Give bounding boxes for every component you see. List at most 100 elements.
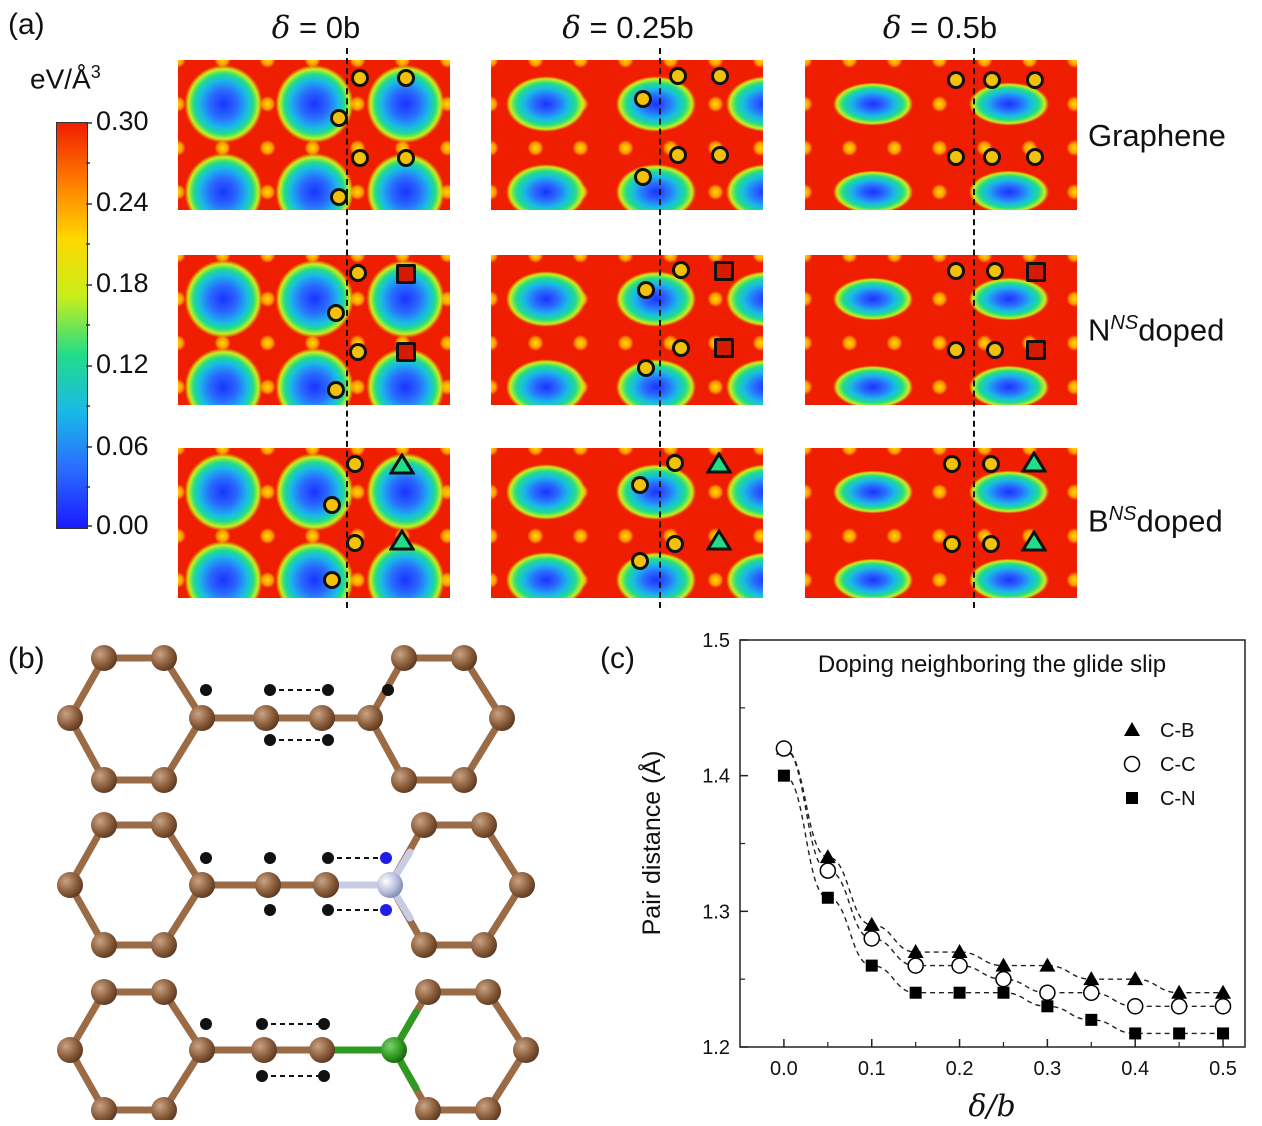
data-point-c-c [1126, 998, 1144, 1015]
chart-title: Doping neighboring the glide slip [818, 651, 1166, 678]
carbon-marker [943, 455, 961, 473]
boron-marker [706, 529, 732, 551]
y-axis-label: Pair distance (Å) [636, 751, 666, 936]
carbon-marker [637, 281, 655, 299]
data-point-c-n [777, 769, 790, 782]
boron-marker [1021, 530, 1047, 552]
colorbar-unit: eV/Å3 [30, 62, 101, 95]
carbon-marker [943, 535, 961, 553]
data-point-c-c [775, 740, 793, 757]
nitrogen-marker [714, 261, 734, 281]
carbon-marker [397, 149, 415, 167]
boron-marker [706, 452, 732, 474]
data-point-c-n [997, 986, 1010, 999]
colorbar-tick-000: 0.00 [96, 510, 149, 540]
column-title-delta-025: δ = 0.25b [562, 10, 694, 46]
carbon-marker [634, 90, 652, 108]
row-label-graphene: Graphene [1088, 118, 1226, 153]
x-axis-ticks: 0.0 0.1 0.2 0.3 0.4 0.5 [770, 1039, 1237, 1080]
boron-marker [389, 453, 415, 475]
y-tick-label: 1.2 [702, 1037, 730, 1059]
column-title-delta-0: δ = 0b [271, 10, 361, 46]
colorbar-gradient [56, 122, 88, 529]
carbon-marker [986, 341, 1004, 359]
legend-marker-c-b [1124, 722, 1140, 736]
data-point-c-b [1083, 971, 1100, 986]
carbon-marker [672, 339, 690, 357]
legend: C-B C-C C-N [1123, 720, 1196, 810]
carbon-marker [637, 359, 655, 377]
row-label-n-doped: NNSdoped [1088, 312, 1225, 348]
data-point-c-b [907, 944, 924, 959]
boron-marker [1021, 451, 1047, 473]
data-point-c-n [953, 986, 966, 999]
data-point-c-n [1041, 1000, 1054, 1013]
series-line-c-n [783, 774, 1224, 1035]
carbon-marker [983, 71, 1001, 89]
y-tick-label: 1.3 [702, 901, 730, 923]
data-point-c-n [1173, 1027, 1186, 1040]
carbon-marker [669, 67, 687, 85]
nitrogen-marker [396, 342, 416, 362]
carbon-marker [982, 535, 1000, 553]
data-point-c-b [819, 849, 836, 864]
density-map-b-doped-05b [805, 448, 1077, 598]
structure-graphene [57, 645, 515, 793]
carbon-marker [983, 148, 1001, 166]
colorbar-tick-024: 0.24 [96, 187, 149, 217]
carbon-marker [330, 109, 348, 127]
data-point-c-b [1215, 984, 1232, 999]
structure-n-doped [57, 812, 535, 958]
legend-label-c-b: C-B [1160, 720, 1194, 742]
data-point-c-b [951, 944, 968, 959]
colorbar-tick-006: 0.06 [96, 431, 149, 461]
panel-a-label: (a) [8, 8, 45, 41]
carbon-marker [947, 262, 965, 280]
carbon-marker [986, 262, 1004, 280]
colorbar-tick-018: 0.18 [96, 268, 149, 298]
carbon-marker [1026, 148, 1044, 166]
colorbar-tick-012: 0.12 [96, 349, 149, 379]
data-point-c-c [907, 957, 924, 974]
carbon-marker [711, 67, 729, 85]
atomic-structure-diagram [57, 645, 539, 1120]
carbon-marker [947, 148, 965, 166]
carbon-marker [666, 535, 684, 553]
data-point-c-n [865, 959, 878, 972]
glide-line-col2 [659, 48, 661, 608]
series-markers [775, 740, 1232, 1040]
x-tick-label: 0.2 [946, 1058, 974, 1080]
carbon-marker [327, 381, 345, 399]
x-tick-label: 0.0 [770, 1058, 798, 1080]
glide-line-col3 [973, 48, 975, 608]
data-point-c-c [995, 970, 1012, 988]
carbon-marker [947, 341, 965, 359]
carbon-marker [634, 168, 652, 186]
nitrogen-marker [1026, 262, 1046, 282]
carbon-marker [346, 455, 364, 473]
data-point-c-c [1083, 984, 1100, 1001]
legend-label-c-n: C-N [1160, 788, 1196, 810]
carbon-marker [330, 188, 348, 206]
colorbar-tick-030: 0.30 [96, 106, 149, 136]
pair-distance-chart: Doping neighboring the glide slip 1.2 1.3… [636, 630, 1246, 1124]
data-point-c-c [951, 957, 968, 974]
panel-b-label: (b) [8, 642, 45, 675]
carbon-marker [351, 149, 369, 167]
density-map-n-doped-05b [805, 255, 1077, 405]
data-point-c-b [1171, 984, 1188, 999]
x-axis-label: δ/b [968, 1089, 1015, 1124]
series-line-c-b [783, 747, 1224, 994]
carbon-marker [631, 476, 649, 494]
panel-c-label: (c) [600, 642, 635, 675]
x-tick-label: 0.1 [858, 1058, 886, 1080]
data-point-c-n [1085, 1013, 1098, 1026]
legend-label-c-c: C-C [1160, 754, 1196, 776]
data-point-c-n [1217, 1027, 1230, 1040]
density-map-n-doped-0b [178, 255, 450, 405]
carbon-marker [666, 454, 684, 472]
nitrogen-marker [396, 264, 416, 284]
carbon-marker [397, 69, 415, 87]
carbon-marker [346, 534, 364, 552]
